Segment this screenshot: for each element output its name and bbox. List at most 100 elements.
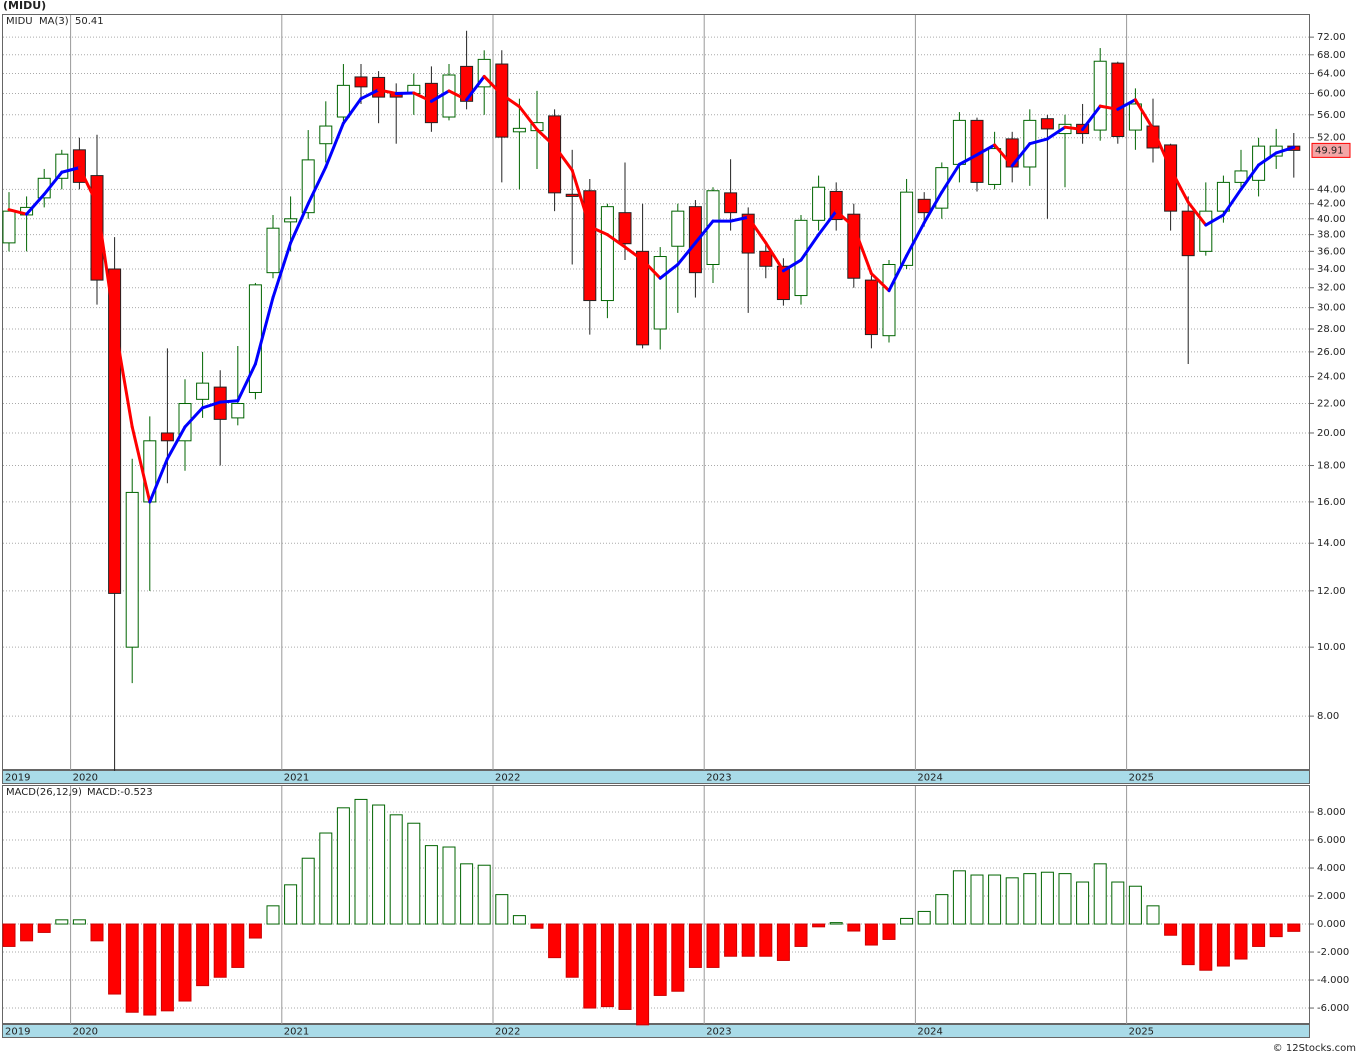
macd-bar <box>900 917 914 925</box>
ma-line <box>940 162 961 194</box>
macd-bar <box>724 923 738 957</box>
ma-line <box>746 215 768 245</box>
ma-line <box>113 322 134 429</box>
y-tick-label: 36.00 <box>1317 246 1346 257</box>
macd-bar <box>284 884 298 925</box>
macd-bar <box>143 923 157 1016</box>
ma-line <box>517 105 539 131</box>
y-tick-label: 8.00 <box>1317 711 1339 722</box>
x-tick-label: 2025 <box>1129 1027 1154 1038</box>
y-tick-label: 12.00 <box>1317 586 1346 597</box>
ma-line <box>905 221 926 258</box>
y-tick-label: 16.00 <box>1317 497 1346 508</box>
ma-line <box>588 225 609 237</box>
macd-bar <box>477 864 491 925</box>
ma-line <box>676 241 697 266</box>
candle-body <box>1093 60 1107 131</box>
ma-line <box>77 166 99 206</box>
ma-line <box>42 170 64 196</box>
ma-line <box>1116 98 1137 111</box>
y-tick-label: -6.000 <box>1317 1003 1349 1014</box>
macd-bar <box>1146 905 1160 925</box>
y-tick-label: 32.00 <box>1317 283 1346 294</box>
candle-body <box>336 84 350 118</box>
macd-bar <box>248 923 262 939</box>
y-tick-label: 30.00 <box>1317 303 1346 314</box>
macd-bar <box>1040 871 1054 925</box>
macd-bar <box>776 923 790 961</box>
macd-bar <box>935 894 949 925</box>
plot-layer: 72.00 68.00 64.00 60.00 56.00 52.00 44.00 42.00… <box>2 15 1351 1038</box>
ma-line <box>7 208 29 216</box>
ma-line <box>799 233 821 262</box>
ma-line <box>1045 125 1067 141</box>
macd-bar <box>1252 923 1266 947</box>
macd-bar <box>460 863 474 925</box>
ma-line <box>253 296 275 366</box>
macd-bar <box>354 798 368 925</box>
ma-line <box>922 190 944 225</box>
macd-bar <box>1234 923 1248 960</box>
ma-line <box>148 457 169 504</box>
macd-value: -0.523 <box>120 787 152 798</box>
macd-bar <box>407 822 421 925</box>
macd-bar <box>706 923 720 968</box>
ma-line <box>377 88 398 95</box>
macd-bar <box>671 923 685 992</box>
candle-body <box>196 382 210 400</box>
macd-bar <box>1076 881 1090 925</box>
ma-line <box>1274 145 1296 155</box>
candle-body <box>988 148 1002 185</box>
macd-bar <box>653 923 667 996</box>
ma-line <box>1239 163 1261 191</box>
macd-bar <box>794 923 808 947</box>
ma-line <box>236 362 257 403</box>
ma-line <box>165 425 187 461</box>
ma-line <box>289 202 310 245</box>
candle-body <box>882 263 896 337</box>
y-tick-label: 40.00 <box>1317 214 1346 225</box>
macd-bar <box>266 905 280 925</box>
macd-bar <box>213 923 227 978</box>
macd-bar <box>1164 923 1178 936</box>
ma-line <box>201 400 222 410</box>
y-tick-label: 20.00 <box>1317 428 1346 439</box>
ma-line <box>447 89 469 102</box>
y-tick-label: 52.00 <box>1317 133 1346 144</box>
ma-line <box>1028 137 1049 146</box>
candle-body <box>1111 62 1125 138</box>
ma-line <box>693 219 715 245</box>
macd-bar <box>301 857 315 925</box>
macd-bar <box>231 923 245 968</box>
x-tick-label: 2019 <box>5 1027 30 1038</box>
candle-body <box>864 279 878 336</box>
candle-body <box>671 210 685 247</box>
ma-line <box>852 225 873 276</box>
ma-line <box>1221 187 1243 217</box>
macd-bar <box>108 923 122 995</box>
macd-bar <box>125 923 139 1013</box>
x-tick-label: 2021 <box>284 773 309 784</box>
y-tick-label: 34.00 <box>1317 264 1346 275</box>
ma-line <box>1063 125 1085 131</box>
ma-line <box>482 74 504 97</box>
y-tick-label: 64.00 <box>1317 69 1346 80</box>
legend-value: 50.41 <box>75 16 104 27</box>
macd-bar <box>636 923 650 1026</box>
macd-bar <box>548 923 562 959</box>
ma-line <box>341 97 363 125</box>
macd-bar <box>988 874 1002 925</box>
macd-bar <box>741 923 755 957</box>
macd-bar <box>917 910 931 925</box>
ma-line <box>183 406 205 429</box>
macd-bar <box>1005 877 1019 925</box>
ma-line <box>781 258 803 273</box>
candle-body <box>512 127 526 133</box>
candle-body <box>565 193 579 197</box>
macd-bar <box>565 923 579 978</box>
candle-body <box>55 153 69 179</box>
y-tick-label: 6.000 <box>1317 835 1346 846</box>
ma-line <box>1133 98 1155 131</box>
x-tick-label: 2022 <box>495 773 520 784</box>
